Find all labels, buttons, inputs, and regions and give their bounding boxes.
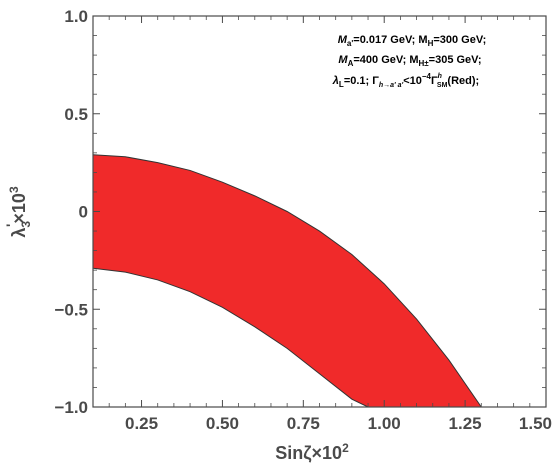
parameter-annotation: Ma'=0.017 GeV; MH=300 GeV; MA=400 GeV; M… [332, 34, 486, 89]
y-tick-label: −0.5 [54, 300, 88, 319]
y-tick-label: 0.5 [64, 105, 88, 124]
x-tick-label: 1.00 [368, 414, 401, 433]
allowed-region-red [93, 154, 482, 407]
annotation-line-2: MA=400 GeV; MH±=305 GeV; [338, 54, 481, 68]
x-axis-label: Sinζ×102 [275, 441, 349, 464]
y-tick-label: −1.0 [54, 398, 88, 417]
annotation-line-1: Ma'=0.017 GeV; MH=300 GeV; [338, 34, 487, 48]
y-axis-label: λ3'×103 [3, 186, 33, 238]
x-tick-label: 1.50 [519, 414, 552, 433]
x-tick-label: 0.25 [125, 414, 158, 433]
x-tick-label: 1.25 [449, 414, 482, 433]
x-tick-label: 0.50 [206, 414, 239, 433]
annotation-line-3: λL=0.1; Γh→a' a'<10−4Γh SM(Red); [332, 72, 479, 89]
y-tick-label: 1.0 [64, 7, 88, 26]
y-tick-label: 0 [79, 203, 88, 222]
x-tick-label: 0.75 [287, 414, 320, 433]
